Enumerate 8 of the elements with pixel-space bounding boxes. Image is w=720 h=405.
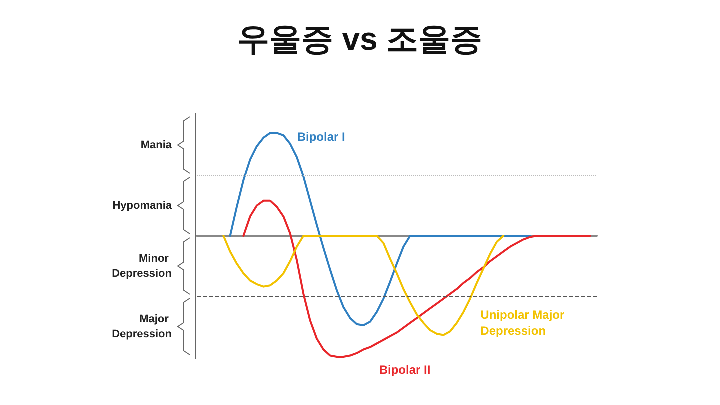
text: Major Depression xyxy=(112,313,172,340)
text: Mania xyxy=(140,139,173,152)
series-label: Bipolar I xyxy=(297,130,346,144)
text: Hypomania xyxy=(112,200,173,212)
chart-title: 우울증 vs 조울증 xyxy=(237,21,483,57)
series-label: Bipolar II xyxy=(379,363,431,377)
text: Minor Depression xyxy=(112,252,172,280)
series-label: Unipolar Major Depression xyxy=(480,308,568,338)
